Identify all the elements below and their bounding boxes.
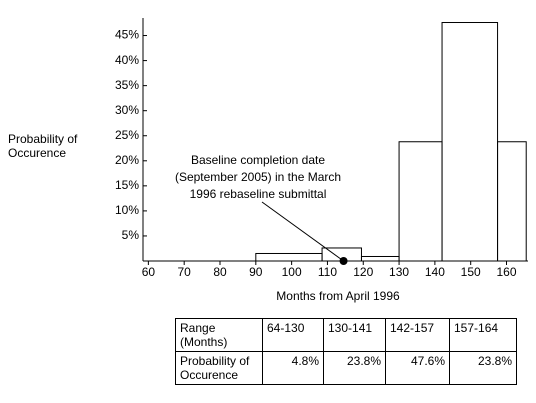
histogram-bar	[360, 255, 400, 262]
table-cell: 47.6%	[385, 351, 450, 385]
range-table: Range (Months) 64-130 130-141 142-157 157-16…	[175, 318, 517, 385]
y-tick-label: 40%	[115, 53, 139, 67]
table-cell: 23.8%	[323, 351, 386, 385]
x-tick-label: 130	[389, 265, 409, 279]
histogram-bar	[398, 141, 443, 262]
histogram-bar	[441, 22, 499, 262]
table-row: Range (Months) 64-130 130-141 142-157 157-16…	[175, 318, 517, 352]
table-cell: Probability of Occurence	[175, 351, 263, 385]
x-tick-label: 150	[461, 265, 481, 279]
y-tick-label: 5%	[122, 228, 140, 242]
table-cell: 23.8%	[449, 351, 517, 385]
table-cell: Range (Months)	[175, 318, 263, 352]
y-tick-label: 10%	[115, 203, 139, 217]
y-tick-label: 35%	[115, 78, 139, 92]
x-tick-label: 140	[425, 265, 445, 279]
annotation-arrow	[261, 201, 344, 262]
table-cell: 157-164	[449, 318, 517, 352]
x-tick-label: 160	[496, 265, 516, 279]
annotation: Baseline completion date	[191, 153, 325, 167]
y-tick-label: 20%	[115, 153, 139, 167]
table-cell: 64-130	[262, 318, 324, 352]
table-row: Probability of Occurence 4.8% 23.8% 47.6% 23…	[175, 351, 517, 385]
x-tick-label: 110	[318, 265, 337, 279]
x-tick-label: 120	[353, 265, 373, 279]
histogram-bar	[497, 141, 527, 262]
x-tick-label: 60	[142, 265, 156, 279]
y-tick-label: 15%	[115, 178, 139, 192]
annotation: (September 2005) in the March	[175, 170, 341, 184]
x-tick-label: 80	[213, 265, 227, 279]
table-cell: 142-157	[385, 318, 450, 352]
marker	[339, 257, 348, 265]
y-tick-label: 45%	[115, 28, 139, 42]
x-tick-label: 90	[249, 265, 263, 279]
x-tick-label: 100	[282, 265, 302, 279]
y-axis-label: Probability of Occurence	[8, 132, 78, 160]
table-cell: 4.8%	[262, 351, 324, 385]
chart: 5% 10% 15% 20% 25% 30% 35% 40% 45% 60 70 80 90 100 110…	[115, 18, 528, 303]
annotation: 1996 rebaseline submittal	[190, 187, 327, 201]
x-axis-label: Months from April 1996	[276, 289, 400, 303]
table-cell: 130-141	[323, 318, 386, 352]
x-tick-label: 70	[178, 265, 192, 279]
y-tick-label: 30%	[115, 103, 139, 117]
y-tick-label: 25%	[115, 128, 139, 142]
histogram-bar	[255, 252, 323, 262]
